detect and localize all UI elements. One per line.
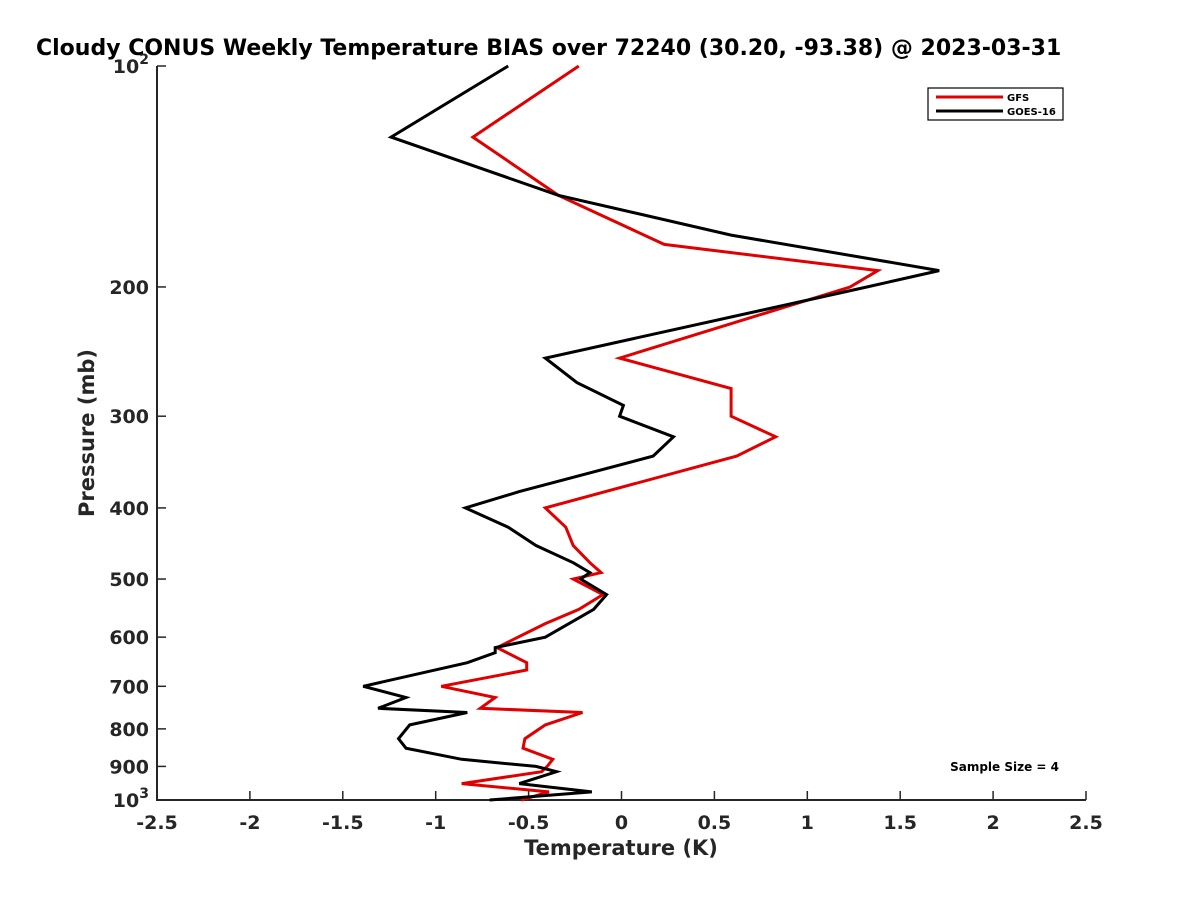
y-tick-label: 102 bbox=[113, 52, 149, 78]
x-tick-label: 2.5 bbox=[1069, 812, 1103, 834]
y-tick-label: 700 bbox=[109, 676, 149, 698]
x-tick-label: 0 bbox=[615, 812, 628, 834]
y-tick-label: 900 bbox=[109, 756, 149, 778]
y-tick-label: 800 bbox=[109, 719, 149, 741]
x-axis-ticks: -2.5 -2 -1.5 -1 -0.5 0 0.5 1 1.5 2 2.5 bbox=[136, 791, 1103, 834]
y-tick-label: 103 bbox=[113, 786, 149, 812]
x-tick-label: -2 bbox=[239, 812, 260, 834]
y-tick-label: 500 bbox=[109, 569, 149, 591]
x-tick-label: 1.5 bbox=[883, 812, 917, 834]
legend-label-gfs: GFS bbox=[1007, 93, 1029, 104]
y-tick-label: 200 bbox=[109, 277, 149, 299]
legend: GFS GOES-16 bbox=[927, 87, 1064, 121]
plot-area: -2.5 -2 -1.5 -1 -0.5 0 0.5 1 1.5 2 2.5 10220030040… bbox=[109, 52, 1103, 834]
series-line-goes16 bbox=[362, 64, 940, 802]
series-group bbox=[362, 64, 940, 802]
y-tick-label-base: 10 bbox=[113, 56, 139, 78]
y-tick-label-exponent: 3 bbox=[139, 786, 149, 802]
x-tick-label: -0.5 bbox=[508, 812, 550, 834]
y-tick-label-base: 10 bbox=[113, 790, 139, 812]
x-tick-label: -2.5 bbox=[136, 812, 178, 834]
legend-label-goes16: GOES-16 bbox=[1007, 107, 1056, 118]
x-axis-label: Temperature (K) bbox=[524, 836, 718, 860]
y-axis-label: Pressure (mb) bbox=[75, 349, 99, 517]
x-tick-label: 1 bbox=[801, 812, 814, 834]
y-tick-label: 600 bbox=[109, 627, 149, 649]
y-tick-label: 400 bbox=[109, 498, 149, 520]
legend-box bbox=[927, 87, 1064, 121]
x-tick-label: 0.5 bbox=[698, 812, 732, 834]
series-line-gfs bbox=[440, 64, 883, 802]
x-tick-label: 2 bbox=[986, 812, 999, 834]
chart-title: Cloudy CONUS Weekly Temperature BIAS ove… bbox=[36, 36, 1061, 61]
x-tick-label: -1 bbox=[425, 812, 446, 834]
sample-size-annotation: Sample Size = 4 bbox=[950, 760, 1059, 774]
y-tick-label-exponent: 2 bbox=[139, 52, 149, 68]
x-tick-label: -1.5 bbox=[322, 812, 364, 834]
y-tick-label: 300 bbox=[109, 406, 149, 428]
